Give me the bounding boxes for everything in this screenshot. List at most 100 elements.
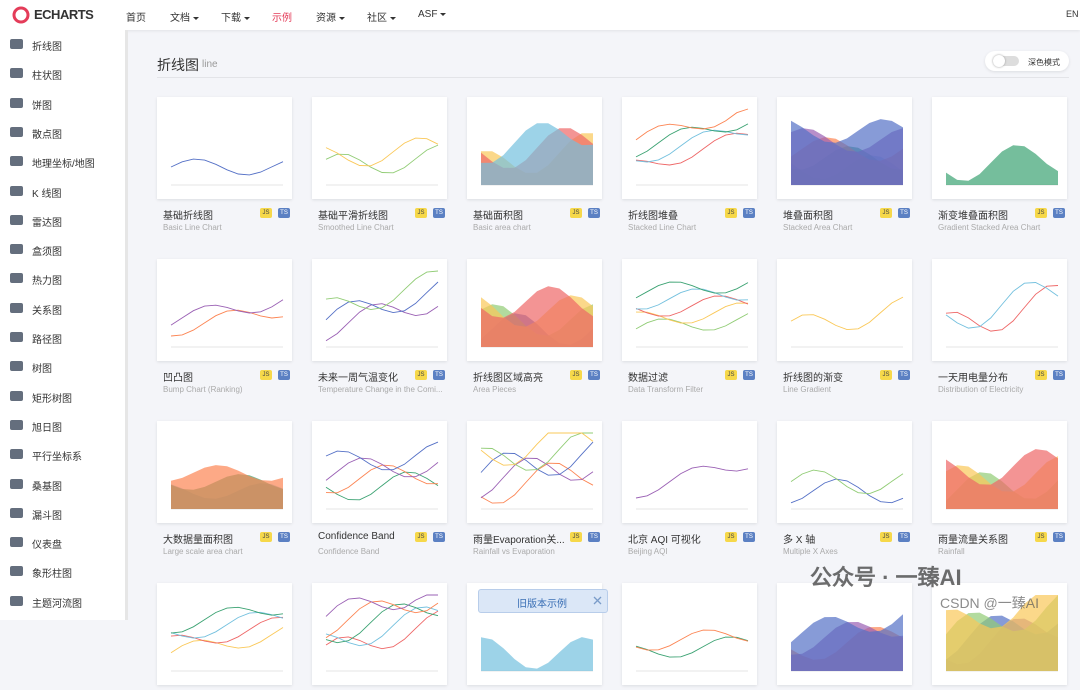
badge-ts[interactable]: TS <box>743 208 755 218</box>
thumbnail[interactable] <box>932 97 1067 199</box>
badge-ts[interactable]: TS <box>588 208 600 218</box>
thumbnail[interactable] <box>467 97 602 199</box>
card-title[interactable]: 雨量流量关系图 <box>938 535 1008 546</box>
sidebar-item[interactable]: 热力图 <box>32 276 62 288</box>
badge-js[interactable]: JS <box>880 370 892 380</box>
badge-js[interactable]: JS <box>415 208 427 218</box>
nav-item[interactable]: 示例 <box>272 13 292 24</box>
card-title[interactable]: 未来一周气温变化 <box>318 373 398 384</box>
thumbnail[interactable] <box>157 421 292 523</box>
badge-js[interactable]: JS <box>415 370 427 380</box>
thumbnail[interactable] <box>157 97 292 199</box>
sidebar-item[interactable]: 雷达图 <box>32 217 62 229</box>
sidebar-item[interactable]: 折线图 <box>32 42 62 53</box>
badge-js[interactable]: JS <box>725 370 737 380</box>
badge-js[interactable]: JS <box>1035 370 1047 380</box>
card-title[interactable]: 多 X 轴 <box>783 535 816 546</box>
card-title[interactable]: 基础折线图 <box>163 211 213 222</box>
thumbnail[interactable] <box>932 259 1067 361</box>
badge-ts[interactable]: TS <box>898 370 910 380</box>
badge-ts[interactable]: TS <box>1053 208 1065 218</box>
card-title[interactable]: Confidence Band <box>318 531 395 542</box>
sidebar-item[interactable]: 关系图 <box>32 305 62 317</box>
toast-close[interactable] <box>593 596 602 605</box>
badge-ts[interactable]: TS <box>278 532 290 542</box>
badge-ts[interactable]: TS <box>898 208 910 218</box>
lang[interactable]: EN <box>1066 9 1079 19</box>
card-title[interactable]: 基础平滑折线图 <box>318 211 388 222</box>
badge-js[interactable]: JS <box>260 208 272 218</box>
thumbnail[interactable] <box>777 583 912 685</box>
sidebar-item[interactable]: 散点图 <box>32 129 62 141</box>
badge-ts[interactable]: TS <box>1053 532 1065 542</box>
badge-ts[interactable]: TS <box>278 208 290 218</box>
nav-item[interactable]: 下载 <box>221 9 250 24</box>
badge-js[interactable]: JS <box>1035 208 1047 218</box>
card-title[interactable]: 折线图区域高亮 <box>473 373 543 384</box>
sidebar-item[interactable]: 盒须图 <box>32 247 62 259</box>
sidebar-item[interactable]: K 线图 <box>32 188 62 200</box>
nav-item[interactable]: ASF <box>418 9 446 20</box>
nav-item[interactable]: 社区 <box>367 9 396 24</box>
nav-item[interactable]: 首页 <box>126 13 146 24</box>
badge-js[interactable]: JS <box>570 370 582 380</box>
sidebar-item[interactable]: 漏斗图 <box>32 510 62 522</box>
thumbnail[interactable] <box>312 97 447 199</box>
badge-js[interactable]: JS <box>570 208 582 218</box>
badge-ts[interactable]: TS <box>433 532 445 542</box>
thumbnail[interactable] <box>312 421 447 523</box>
badge-js[interactable]: JS <box>570 532 582 542</box>
sidebar-item[interactable]: 矩形树图 <box>32 393 72 405</box>
badge-js[interactable]: JS <box>260 532 272 542</box>
card-title[interactable]: 数据过滤 <box>628 373 668 384</box>
badge-ts[interactable]: TS <box>743 532 755 542</box>
badge-ts[interactable]: TS <box>278 370 290 380</box>
sidebar-item[interactable]: 树图 <box>32 364 52 376</box>
card-title[interactable]: 一天用电量分布 <box>938 373 1008 384</box>
sidebar-item[interactable]: 仪表盘 <box>32 540 62 552</box>
thumbnail[interactable] <box>777 97 912 199</box>
sidebar-item[interactable]: 地理坐标/地图 <box>32 159 95 171</box>
card-title[interactable]: 凹凸图 <box>163 373 193 384</box>
card-title[interactable]: 大数据量面积图 <box>163 535 233 546</box>
badge-ts[interactable]: TS <box>898 532 910 542</box>
sidebar-item[interactable]: 桑基图 <box>32 481 62 493</box>
sidebar-item[interactable]: 旭日图 <box>32 422 62 434</box>
badge-js[interactable]: JS <box>880 532 892 542</box>
thumbnail[interactable] <box>467 259 602 361</box>
thumbnail[interactable] <box>622 583 757 685</box>
sidebar-item[interactable]: 饼图 <box>32 100 52 112</box>
logo[interactable]: ECHARTS <box>34 7 94 22</box>
thumbnail[interactable] <box>932 421 1067 523</box>
thumbnail[interactable] <box>312 583 447 685</box>
thumbnail[interactable] <box>777 421 912 523</box>
dark-toggle[interactable]: 深色模式 <box>985 51 1069 71</box>
badge-ts[interactable]: TS <box>743 370 755 380</box>
badge-ts[interactable]: TS <box>1053 370 1065 380</box>
card-title[interactable]: 折线图的渐变 <box>783 373 843 384</box>
thumbnail[interactable] <box>622 259 757 361</box>
thumbnail[interactable] <box>622 97 757 199</box>
card-title[interactable]: 北京 AQI 可视化 <box>628 535 701 546</box>
card-title[interactable]: 折线图堆叠 <box>628 211 678 222</box>
sidebar-item[interactable]: 主题河流图 <box>32 598 82 610</box>
badge-js[interactable]: JS <box>880 208 892 218</box>
sidebar-item[interactable]: 路径图 <box>32 335 62 346</box>
badge-js[interactable]: JS <box>725 208 737 218</box>
card-title[interactable]: 基础面积图 <box>473 211 523 222</box>
badge-js[interactable]: JS <box>1035 532 1047 542</box>
card-title[interactable]: 雨量Evaporation关... <box>473 535 565 546</box>
thumbnail[interactable] <box>777 259 912 361</box>
badge-ts[interactable]: TS <box>588 370 600 380</box>
thumbnail[interactable] <box>312 259 447 361</box>
badge-ts[interactable]: TS <box>433 208 445 218</box>
sidebar-item[interactable]: 柱状图 <box>32 71 62 83</box>
thumbnail[interactable] <box>157 259 292 361</box>
badge-js[interactable]: JS <box>725 532 737 542</box>
card-title[interactable]: 渐变堆叠面积图 <box>938 211 1008 222</box>
nav-item[interactable]: 资源 <box>316 9 345 24</box>
sidebar-item[interactable]: 平行坐标系 <box>32 452 82 464</box>
thumbnail[interactable] <box>467 421 602 523</box>
badge-ts[interactable]: TS <box>588 532 600 542</box>
thumbnail[interactable] <box>157 583 292 685</box>
